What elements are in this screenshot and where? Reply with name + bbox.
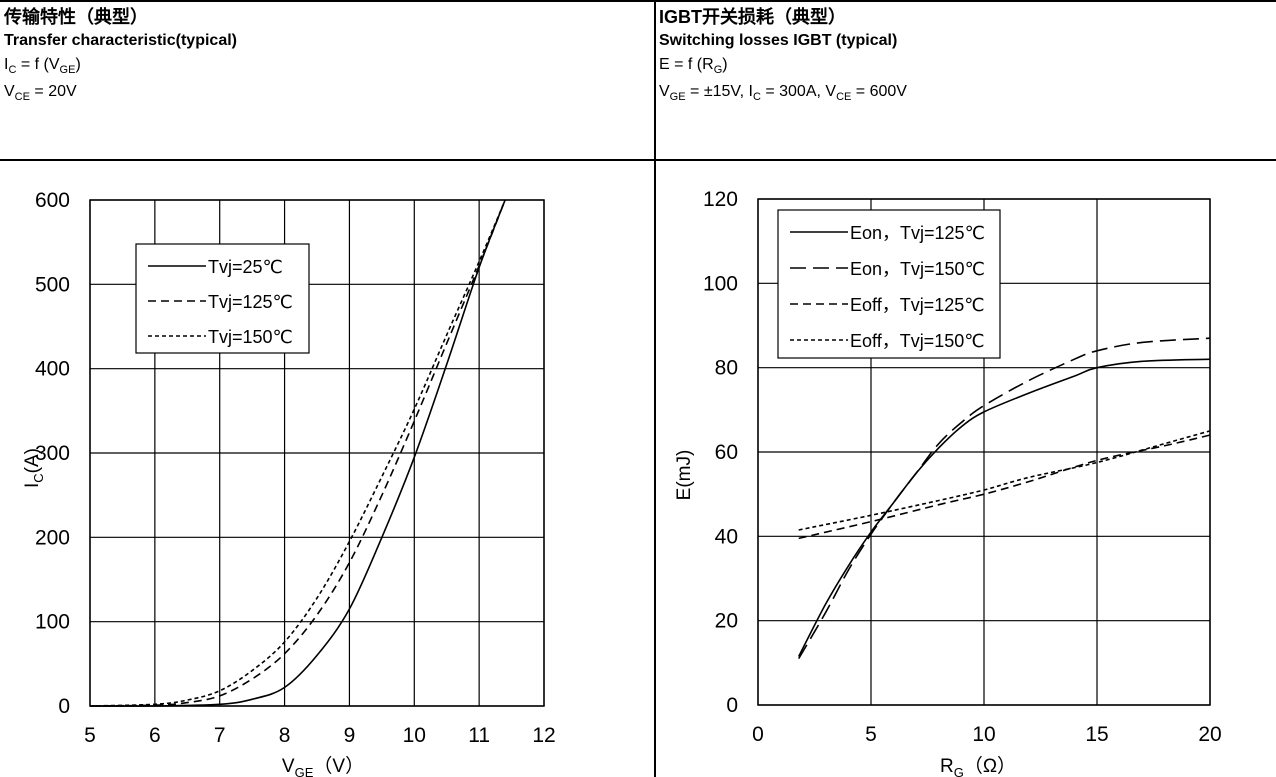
series-line-1 — [89, 199, 506, 707]
series-line-3 — [798, 434, 1211, 540]
series-line-4 — [798, 430, 1211, 531]
chart-1: 5 6 7 8 9 10 11 12 0 100 200 300 400 500 600 VGE（V） IC(A… — [22, 189, 556, 777]
x-tick-label: 11 — [468, 724, 490, 747]
y-axis-label: IC(A) — [22, 448, 46, 488]
switching-losses-panel: IGBT开关损耗（典型） Switching losses IGBT (typi… — [655, 0, 1276, 777]
y-tick-label: 0 — [726, 694, 738, 717]
series-line-2 — [798, 337, 1211, 660]
legend-label: Tvj=25℃ — [208, 257, 283, 277]
x-tick-label: 10 — [972, 723, 995, 746]
plot-frame — [757, 198, 1211, 706]
legend-label: Eon，Tvj=150℃ — [850, 259, 985, 279]
y-tick-label: 400 — [35, 358, 70, 381]
left-title-en: Transfer characteristic(typical) — [4, 31, 237, 49]
y-tick-label: 500 — [35, 273, 70, 296]
left-function-line: IC = f (VGE) — [4, 55, 81, 76]
legend-label: Tvj=150℃ — [208, 327, 293, 347]
series-line-1 — [797, 358, 1211, 657]
right-function-line: E = f (RG) — [659, 55, 728, 76]
x-tick-label: 7 — [214, 724, 226, 747]
x-tick-label: 10 — [403, 724, 426, 747]
legend-box — [135, 243, 310, 354]
y-tick-label: 100 — [703, 272, 738, 295]
y-tick-label: 100 — [35, 611, 70, 634]
right-condition-line: VGE = ±15V, IC = 300A, VCE = 600V — [659, 83, 907, 104]
y-tick-label: 20 — [715, 610, 738, 633]
transfer-characteristic-panel: 传输特性（典型） Transfer characteristic(typical… — [4, 6, 237, 110]
legend-label: Eoff，Tvj=150℃ — [850, 331, 984, 351]
series-line-3 — [89, 199, 506, 707]
left-title-zh: 传输特性（典型） — [4, 7, 148, 27]
plot-frame — [89, 199, 545, 707]
chart-2: 0 5 10 15 20 0 20 40 60 80 100 120 RG（Ω） E(mJ) Eon，Tvj… — [674, 188, 1222, 777]
y-tick-label: 40 — [715, 525, 738, 548]
y-tick-label: 600 — [35, 189, 70, 212]
x-axis-label: VGE（V） — [282, 755, 364, 777]
y-tick-label: 0 — [58, 695, 70, 718]
x-tick-label: 9 — [344, 724, 356, 747]
y-tick-label: 300 — [35, 442, 70, 465]
x-tick-label: 8 — [279, 724, 291, 747]
x-tick-label: 5 — [84, 724, 96, 747]
left-condition-line: VCE = 20V — [4, 83, 77, 104]
x-tick-label: 12 — [532, 724, 555, 747]
y-tick-label: 60 — [715, 441, 738, 464]
right-header: IGBT开关损耗（典型） Switching losses IGBT (typi… — [659, 6, 907, 110]
x-tick-label: 15 — [1085, 723, 1108, 746]
x-axis-label: RG（Ω） — [940, 755, 1016, 777]
top-border — [0, 0, 1276, 2]
y-axis-label: E(mJ) — [674, 450, 695, 501]
right-title-en: Switching losses IGBT (typical) — [659, 31, 898, 49]
y-tick-label: 120 — [703, 188, 738, 211]
x-tick-label: 0 — [752, 723, 764, 746]
legend-label: Eon，Tvj=125℃ — [850, 223, 985, 243]
x-tick-label: 6 — [149, 724, 161, 747]
y-tick-label: 200 — [35, 526, 70, 549]
legend-label: Eoff，Tvj=125℃ — [850, 295, 984, 315]
left-header: 传输特性（典型） Transfer characteristic(typical… — [4, 6, 237, 110]
x-tick-label: 20 — [1198, 723, 1221, 746]
y-tick-label: 80 — [715, 357, 738, 380]
header-divider — [0, 159, 1276, 161]
legend-box — [777, 209, 1001, 359]
legend-label: Tvj=125℃ — [208, 292, 293, 312]
x-tick-label: 5 — [865, 723, 877, 746]
right-title-zh: IGBT开关损耗（典型） — [659, 7, 846, 27]
panel-divider — [654, 0, 656, 777]
series-line-2 — [89, 199, 506, 707]
